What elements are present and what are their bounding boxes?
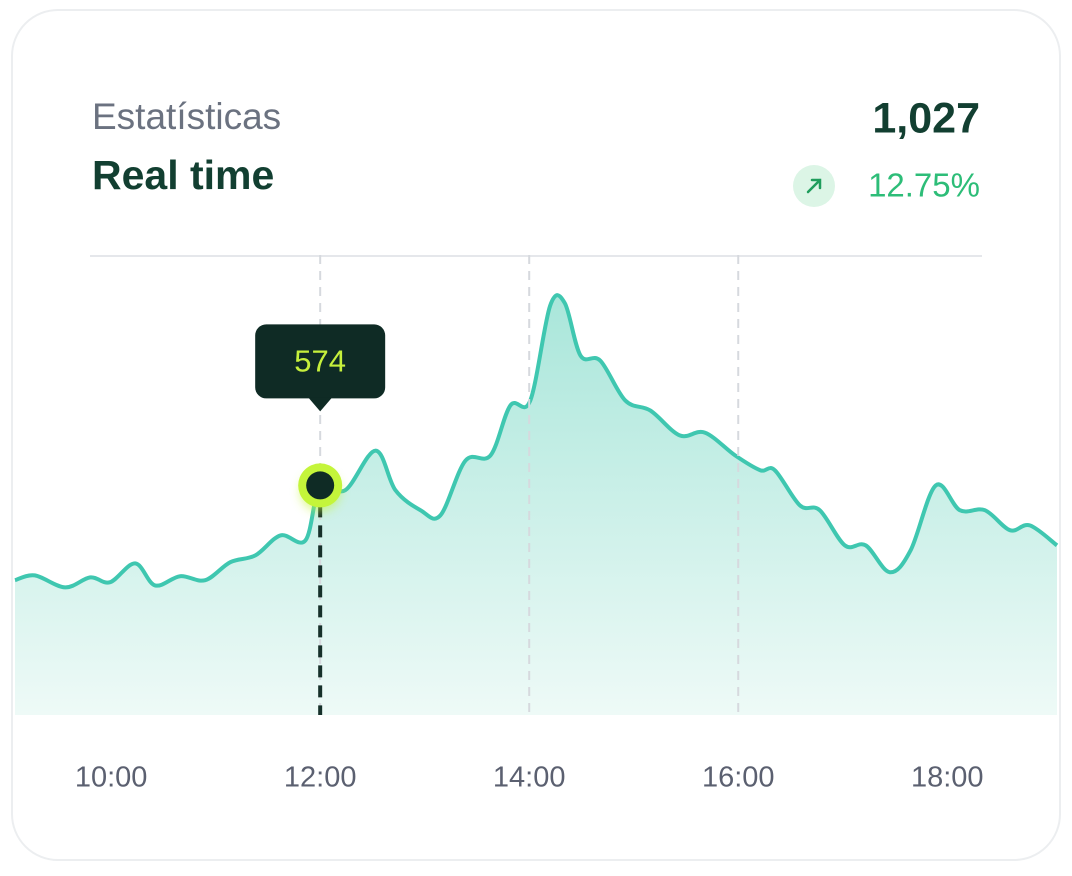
trend-arrow — [806, 178, 822, 194]
x-tick-label: 16:00 — [702, 762, 775, 794]
x-tick-label: 14:00 — [493, 762, 566, 794]
subtitle: Real time — [92, 152, 274, 198]
title: Estatísticas — [92, 96, 281, 137]
x-tick-label: 18:00 — [911, 762, 984, 794]
line — [14, 293, 1059, 590]
tooltip-pointer — [308, 397, 333, 412]
x-tick-label: 12:00 — [284, 762, 357, 794]
plot — [14, 293, 1059, 715]
highlight-core — [306, 471, 335, 500]
area-fill — [15, 295, 1057, 715]
headline-value: 1,027 — [872, 94, 980, 142]
x-tick-label: 10:00 — [75, 762, 148, 794]
tooltip — [255, 324, 386, 399]
tooltip-value: 574 — [294, 344, 346, 379]
change-value: 12.75% — [868, 167, 980, 204]
